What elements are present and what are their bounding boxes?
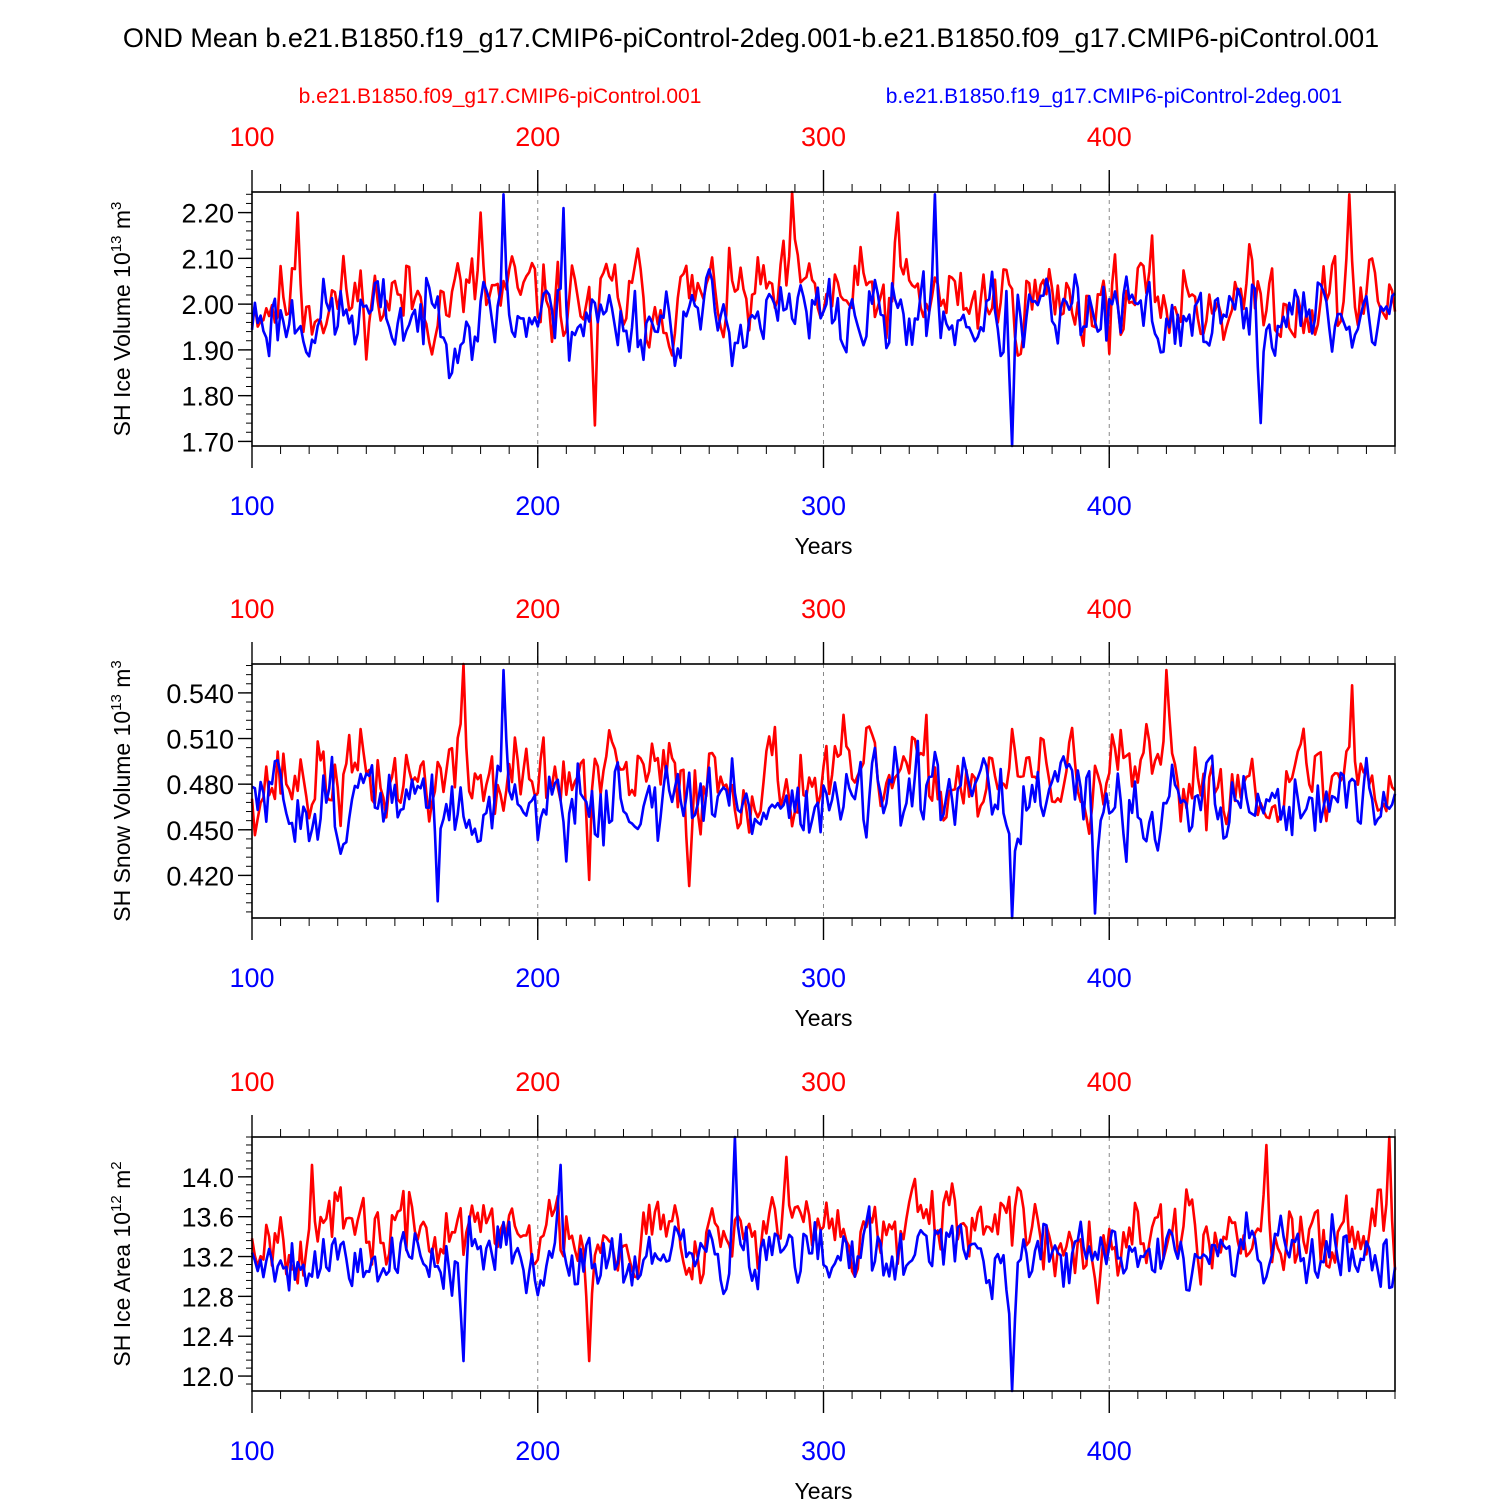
x-tick-label-bottom: 400 xyxy=(1087,1436,1132,1466)
series-line-f19 xyxy=(251,668,1397,920)
y-axis-title-superscript: 13 xyxy=(108,694,125,711)
x-tick-label-top: 200 xyxy=(515,1067,560,1097)
x-tick-label-top: 100 xyxy=(229,122,274,152)
y-tick-label: 0.480 xyxy=(166,770,234,800)
y-axis-title-part: SH Ice Area 10 xyxy=(109,1212,135,1367)
x-tick-label-top: 200 xyxy=(515,122,560,152)
chart-panel-2: 0.420 0.450 0.480 0.510 0.540 100 100 200 200 300… xyxy=(108,594,1397,1031)
legend-entry-f19: b.e21.B1850.f19_g17.CMIP6-piControl-2deg… xyxy=(886,85,1342,108)
y-axis-title-part: m xyxy=(109,1170,135,1196)
y-axis-title: SH Snow Volume 1013 m3 xyxy=(108,660,135,922)
legend-entry-f09: b.e21.B1850.f09_g17.CMIP6-piControl.001 xyxy=(299,85,702,108)
x-tick-label-bottom: 300 xyxy=(801,491,846,521)
x-tick-label-top: 100 xyxy=(229,594,274,624)
x-tick-label-bottom: 100 xyxy=(229,1436,274,1466)
y-axis-title-superscript: 2 xyxy=(108,1161,125,1169)
y-tick-label: 1.90 xyxy=(181,336,234,366)
y-tick-label: 13.6 xyxy=(181,1203,234,1233)
y-tick-label: 0.540 xyxy=(166,679,234,709)
x-tick-label-bottom: 200 xyxy=(515,963,560,993)
x-tick-label-top: 200 xyxy=(515,594,560,624)
y-tick-label: 2.20 xyxy=(181,199,234,229)
chart-panel-1: 1.70 1.80 1.90 2.00 2.10 2.20 100 100 200 200 300 3… xyxy=(108,122,1397,559)
y-axis-title-part: m xyxy=(109,210,135,236)
y-tick-label: 14.0 xyxy=(181,1163,234,1193)
x-tick-label-top: 100 xyxy=(229,1067,274,1097)
x-tick-label-bottom: 400 xyxy=(1087,491,1132,521)
y-axis-title: SH Ice Area 1012 m2 xyxy=(108,1161,135,1366)
x-tick-label-bottom: 200 xyxy=(515,1436,560,1466)
y-tick-label: 12.8 xyxy=(181,1282,234,1312)
series-line-f19 xyxy=(250,1135,1397,1393)
y-axis-title-superscript: 3 xyxy=(108,202,125,210)
x-tick-label-top: 300 xyxy=(801,594,846,624)
y-axis-title: SH Ice Volume 1013 m3 xyxy=(108,202,135,437)
y-axis-title-part: m xyxy=(109,669,135,695)
x-axis-title: Years xyxy=(795,1005,853,1031)
y-tick-label: 13.2 xyxy=(181,1243,234,1273)
x-tick-label-bottom: 200 xyxy=(515,491,560,521)
x-tick-label-top: 300 xyxy=(801,122,846,152)
x-tick-label-bottom: 400 xyxy=(1087,963,1132,993)
y-axis-title-superscript: 12 xyxy=(108,1195,125,1212)
x-axis-title: Years xyxy=(795,1478,853,1500)
y-tick-label: 0.510 xyxy=(166,725,234,755)
y-axis-title-part: SH Snow Volume 10 xyxy=(109,711,135,922)
y-tick-label: 1.80 xyxy=(181,382,234,412)
x-tick-label-top: 300 xyxy=(801,1067,846,1097)
series-line-f09 xyxy=(250,662,1396,888)
x-tick-label-bottom: 300 xyxy=(801,963,846,993)
y-tick-label: 0.420 xyxy=(166,861,234,891)
y-tick-label: 12.4 xyxy=(181,1322,234,1352)
y-tick-label: 2.10 xyxy=(181,244,234,274)
y-axis-title-superscript: 13 xyxy=(108,236,125,253)
x-axis-title: Years xyxy=(795,533,853,559)
y-tick-label: 1.70 xyxy=(181,427,234,457)
x-tick-label-bottom: 300 xyxy=(801,1436,846,1466)
chart-panel-3: 12.0 12.4 12.8 13.2 13.6 14.0 100 100 200 200 300 3… xyxy=(108,1067,1397,1500)
y-axis-title-part: SH Ice Volume 10 xyxy=(109,252,135,436)
x-tick-label-top: 400 xyxy=(1087,1067,1132,1097)
y-axis-title-superscript: 3 xyxy=(108,660,125,668)
y-tick-label: 0.450 xyxy=(166,816,234,846)
y-tick-label: 12.0 xyxy=(181,1362,234,1392)
series-line-f09 xyxy=(250,1135,1397,1363)
x-tick-label-bottom: 100 xyxy=(229,963,274,993)
x-tick-label-bottom: 100 xyxy=(229,491,274,521)
y-tick-label: 2.00 xyxy=(181,290,234,320)
figure-title: OND Mean b.e21.B1850.f19_g17.CMIP6-piCon… xyxy=(123,23,1379,53)
series-line-f19 xyxy=(250,193,1396,448)
x-tick-label-top: 400 xyxy=(1087,594,1132,624)
x-tick-label-top: 400 xyxy=(1087,122,1132,152)
